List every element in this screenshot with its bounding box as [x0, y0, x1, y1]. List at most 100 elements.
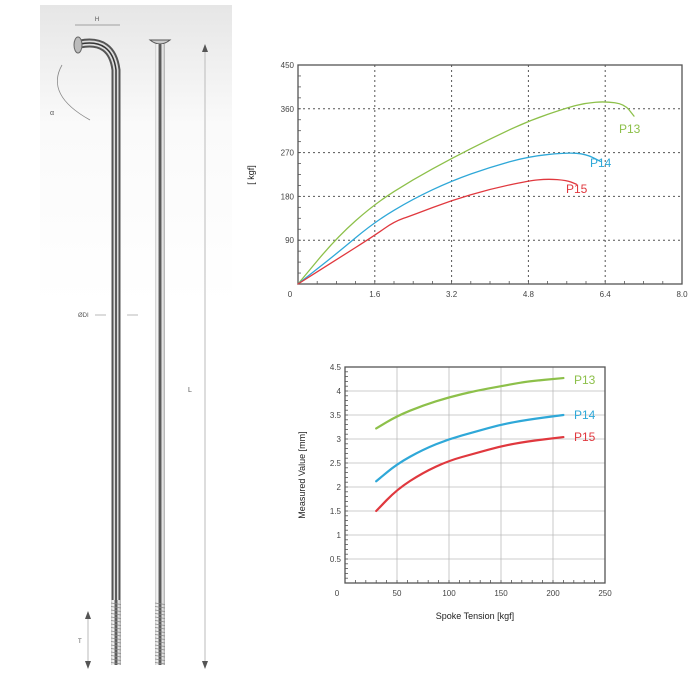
thread-line: [110, 655, 122, 658]
thread-line: [110, 630, 122, 633]
thread-line: [154, 658, 166, 661]
thread-line: [154, 602, 166, 605]
label-length: L: [188, 387, 192, 394]
series-label-P13: P13: [574, 373, 596, 387]
x-tick-label: 50: [393, 589, 402, 598]
bent-spoke-head: [73, 36, 83, 54]
x-tick-label: 100: [442, 589, 456, 598]
thread-line: [110, 641, 122, 644]
series-line-P13: [375, 376, 565, 430]
straight-spoke-thread: [155, 600, 165, 665]
thread-line: [110, 662, 122, 665]
thread-line: [154, 623, 166, 626]
straight-spoke-head: [148, 39, 172, 45]
thread-line: [110, 634, 122, 637]
straight-spoke: [155, 44, 165, 600]
thread-line: [154, 651, 166, 654]
x-tick-label: 250: [598, 589, 612, 598]
thread-lines: [110, 602, 166, 665]
thread-line: [110, 613, 122, 616]
thread-line: [154, 609, 166, 612]
y-tick-label: 180: [281, 192, 295, 201]
diagram-background: [40, 5, 232, 305]
arrow-down-icon: [85, 661, 91, 669]
x-tick-label: 0: [335, 589, 340, 598]
series-line-P14: [375, 413, 565, 483]
thread-line: [110, 620, 122, 623]
thread-line: [110, 644, 122, 647]
thread-line: [154, 627, 166, 630]
y-tick-label: 0.5: [330, 555, 342, 564]
thread-line: [110, 606, 122, 609]
thread-line: [154, 648, 166, 651]
series-label-P13: P13: [619, 122, 641, 136]
x-axis-label: Spoke Tension [kgf]: [436, 611, 514, 621]
plot-frame: [344, 366, 606, 584]
label-angle: α: [50, 110, 54, 117]
y-tick-label: 1.5: [330, 507, 342, 516]
thread-line: [154, 634, 166, 637]
label-h: H: [95, 17, 99, 23]
arrow-up-icon: [85, 611, 91, 619]
thread-line: [154, 655, 166, 658]
bent-spoke-core: [79, 42, 117, 600]
thread-line: [110, 637, 122, 640]
y-tick-label: 450: [281, 61, 295, 70]
series-label-P14: P14: [590, 156, 612, 170]
thread-line: [154, 662, 166, 665]
series-label-P15: P15: [566, 182, 588, 196]
thread-line: [110, 648, 122, 651]
x-tick-label: 4.8: [523, 290, 535, 299]
thread-line: [154, 644, 166, 647]
y-tick-label: 4.5: [330, 363, 342, 372]
y-tick-label: 3: [337, 435, 342, 444]
y-tick-label: 2: [337, 483, 342, 492]
y-tick-label: 360: [281, 105, 295, 114]
label-diameter: ØDI: [78, 313, 89, 319]
grid: [345, 367, 605, 583]
thread-line: [154, 637, 166, 640]
x-tick-label: 200: [546, 589, 560, 598]
thread-line: [110, 616, 122, 619]
arrow-up-icon: [202, 44, 208, 52]
series-line-P14: [297, 152, 602, 285]
thread-line: [110, 609, 122, 612]
series-line-P13: [297, 101, 635, 285]
y-tick-label: 2.5: [330, 459, 342, 468]
thread-line: [154, 641, 166, 644]
y-tick-label: 90: [285, 236, 294, 245]
thread-line: [110, 658, 122, 661]
thread-line: [110, 627, 122, 630]
thread-line: [110, 651, 122, 654]
x-tick-label: 3.2: [446, 290, 458, 299]
series-label-P14: P14: [574, 408, 596, 422]
y-tick-label: 270: [281, 149, 295, 158]
arrow-down-icon: [202, 661, 208, 669]
x-tick-label: 8.0: [676, 290, 688, 299]
label-thread: T: [78, 639, 82, 645]
thread-line: [154, 616, 166, 619]
y-axis-label: Measured Value [mm]: [297, 431, 307, 518]
series-label-P15: P15: [574, 430, 596, 444]
x-tick-label: 150: [494, 589, 508, 598]
plot-frame: [297, 64, 683, 285]
thread-line: [110, 623, 122, 626]
series-line-P15: [297, 178, 578, 285]
angle-arc: [57, 64, 91, 121]
y-axis-label: [ kgf]: [246, 165, 256, 185]
x-tick-label: 0: [288, 290, 293, 299]
thread-line: [154, 630, 166, 633]
bent-spoke-thread: [111, 600, 121, 665]
y-tick-label: 3.5: [330, 411, 342, 420]
y-tick-label: 4: [337, 387, 342, 396]
x-tick-label: 1.6: [369, 290, 381, 299]
series-line-P15: [375, 435, 565, 513]
y-tick-label: 1: [337, 531, 342, 540]
x-tick-label: 6.4: [600, 290, 612, 299]
thread-line: [154, 620, 166, 623]
thread-line: [154, 606, 166, 609]
thread-line: [154, 613, 166, 616]
